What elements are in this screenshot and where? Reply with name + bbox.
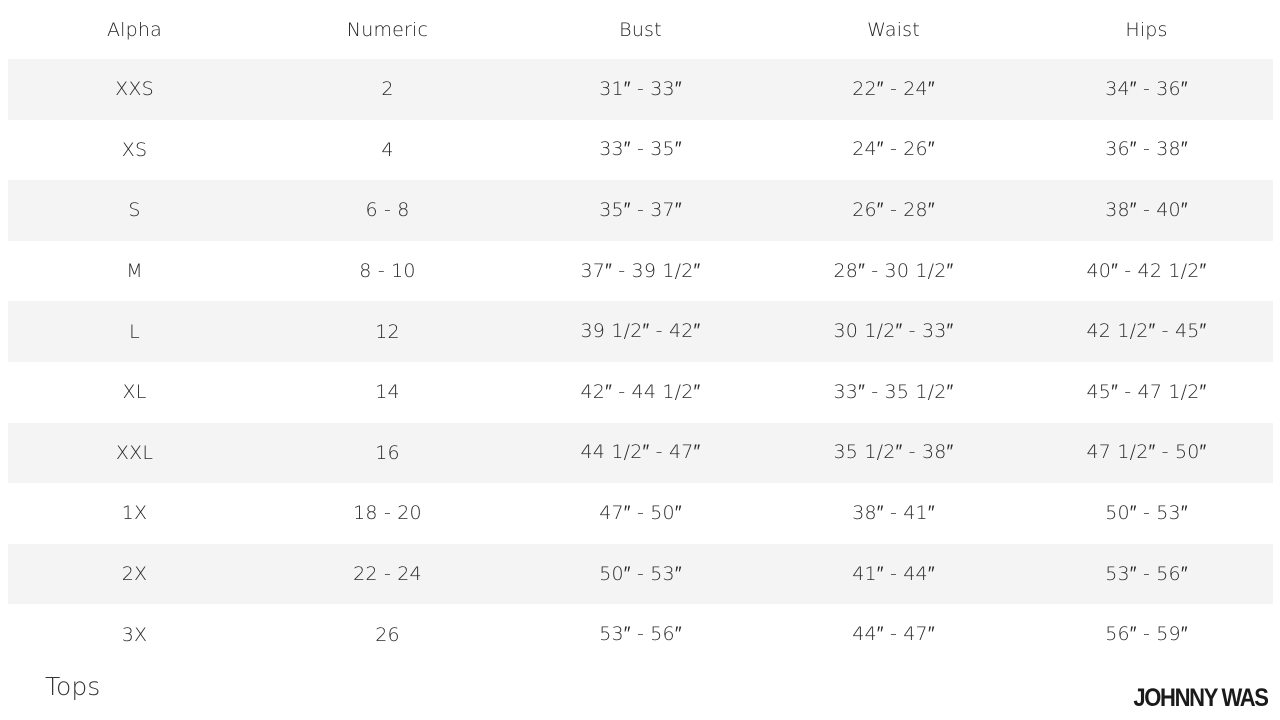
cell-numeric: 18 - 20	[353, 502, 422, 525]
cell-alpha: S	[128, 199, 141, 222]
category-title: Tops	[45, 672, 101, 701]
cell-waist: 33″ - 35 1/2″	[833, 380, 954, 403]
table-row: XS 4 33″ - 35″ 24″ - 26″ 36″ - 38″	[8, 120, 1273, 181]
cell-hips: 34″ - 36″	[1105, 77, 1188, 100]
table-row: XXS 2 31″ - 33″ 22″ - 24″ 34″ - 36″	[8, 59, 1273, 120]
cell-numeric: 2	[381, 78, 394, 101]
cell-alpha: 3X	[121, 623, 148, 646]
header-hips: Hips	[1125, 18, 1168, 41]
cell-hips: 42 1/2″ - 45″	[1086, 320, 1207, 343]
cell-bust: 50″ - 53″	[599, 562, 682, 585]
cell-hips: 47 1/2″ - 50″	[1086, 441, 1207, 464]
cell-numeric: 16	[375, 441, 400, 464]
header-waist: Waist	[867, 18, 920, 41]
cell-numeric: 12	[375, 320, 400, 343]
cell-alpha: L	[129, 320, 140, 343]
cell-alpha: 2X	[121, 563, 148, 586]
cell-bust: 42″ - 44 1/2″	[580, 380, 701, 403]
cell-alpha: XS	[121, 138, 148, 161]
table-row: 2X 22 - 24 50″ - 53″ 41″ - 44″ 53″ - 56″	[8, 543, 1273, 605]
cell-hips: 38″ - 40″	[1105, 198, 1188, 221]
header-numeric: Numeric	[346, 18, 429, 41]
cell-waist: 22″ - 24″	[852, 77, 935, 100]
table-row: 1X 18 - 20 47″ - 50″ 38″ - 41″ 50″ - 53″	[8, 483, 1273, 544]
cell-numeric: 22 - 24	[353, 563, 422, 586]
cell-bust: 53″ - 56″	[599, 623, 682, 646]
cell-hips: 45″ - 47 1/2″	[1086, 380, 1207, 403]
cell-bust: 33″ - 35″	[599, 138, 682, 161]
table-row: 3X 26 53″ - 56″ 44″ - 47″ 56″ - 59″	[8, 604, 1273, 665]
cell-hips: 40″ - 42 1/2″	[1086, 259, 1207, 282]
table-header-row: Alpha Numeric Bust Waist Hips	[8, 0, 1273, 59]
cell-hips: 36″ - 38″	[1105, 138, 1188, 161]
cell-alpha: XXS	[115, 78, 154, 101]
cell-waist: 41″ - 44″	[852, 562, 935, 585]
cell-waist: 26″ - 28″	[852, 198, 935, 221]
table-row: M 8 - 10 37″ - 39 1/2″ 28″ - 30 1/2″ 40″ - 4…	[8, 241, 1273, 302]
cell-waist: 44″ - 47″	[852, 623, 935, 646]
table-row: S 6 - 8 35″ - 37″ 26″ - 28″ 38″ - 40″	[8, 180, 1273, 241]
cell-bust: 39 1/2″ - 42″	[580, 320, 701, 343]
cell-numeric: 26	[375, 623, 400, 646]
size-chart-table: Alpha Numeric Bust Waist Hips XXS 2 31″ - …	[8, 0, 1273, 665]
cell-bust: 47″ - 50″	[599, 501, 682, 524]
cell-hips: 56″ - 59″	[1105, 623, 1188, 646]
cell-alpha: 1X	[121, 502, 148, 525]
cell-waist: 28″ - 30 1/2″	[833, 259, 954, 282]
cell-bust: 37″ - 39 1/2″	[580, 259, 701, 282]
brand-logo: JOHNNY WAS	[1133, 684, 1270, 712]
table-row: XL 14 42″ - 44 1/2″ 33″ - 35 1/2″ 45″ - 47 1…	[8, 362, 1273, 423]
cell-waist: 30 1/2″ - 33″	[833, 320, 954, 343]
header-alpha: Alpha	[106, 18, 163, 41]
cell-hips: 50″ - 53″	[1105, 501, 1188, 524]
cell-bust: 31″ - 33″	[599, 77, 682, 100]
cell-waist: 24″ - 26″	[852, 138, 935, 161]
cell-numeric: 4	[381, 138, 394, 161]
cell-numeric: 6 - 8	[365, 199, 410, 222]
cell-waist: 38″ - 41″	[852, 501, 935, 524]
table-row: L 12 39 1/2″ - 42″ 30 1/2″ - 33″ 42 1/2″ - 4…	[8, 301, 1273, 362]
cell-waist: 35 1/2″ - 38″	[833, 441, 954, 464]
cell-alpha: M	[126, 260, 143, 283]
cell-numeric: 14	[375, 381, 400, 404]
header-bust: Bust	[619, 18, 662, 41]
cell-hips: 53″ - 56″	[1105, 562, 1188, 585]
cell-numeric: 8 - 10	[359, 260, 416, 283]
cell-bust: 35″ - 37″	[599, 198, 682, 221]
table-row: XXL 16 44 1/2″ - 47″ 35 1/2″ - 38″ 47 1/2″ -…	[8, 422, 1273, 484]
cell-alpha: XXL	[115, 441, 154, 464]
cell-bust: 44 1/2″ - 47″	[580, 441, 701, 464]
cell-alpha: XL	[122, 381, 147, 404]
